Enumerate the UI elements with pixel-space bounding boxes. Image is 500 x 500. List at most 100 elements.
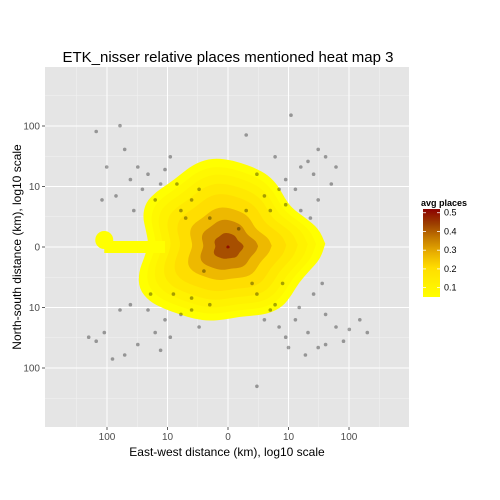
place-point bbox=[208, 216, 212, 220]
place-point bbox=[277, 187, 281, 192]
place-point bbox=[277, 325, 281, 329]
place-point bbox=[179, 312, 183, 317]
place-point bbox=[297, 305, 302, 310]
y-tick-label: 100 bbox=[23, 122, 40, 133]
legend-label: 0.5 bbox=[444, 208, 457, 218]
y-tick-label: 10 bbox=[29, 182, 41, 193]
place-point bbox=[132, 208, 136, 213]
place-point bbox=[250, 281, 254, 286]
x-axis-title: East-west distance (km), log10 scale bbox=[129, 445, 325, 459]
place-point bbox=[255, 292, 259, 296]
place-point bbox=[286, 345, 291, 350]
place-point bbox=[289, 113, 293, 117]
place-point bbox=[136, 342, 140, 347]
x-tick-label: 10 bbox=[283, 432, 295, 443]
place-point bbox=[316, 345, 321, 350]
place-point bbox=[299, 208, 303, 213]
place-point bbox=[104, 165, 109, 169]
place-point bbox=[347, 327, 352, 332]
place-point bbox=[208, 302, 212, 307]
place-point bbox=[334, 165, 338, 169]
x-tick-labels: 100 10 0 10 100 bbox=[99, 432, 358, 443]
place-point bbox=[299, 165, 303, 169]
place-point bbox=[86, 335, 91, 340]
place-point bbox=[268, 308, 273, 312]
place-point bbox=[146, 308, 150, 312]
place-point bbox=[110, 357, 115, 361]
place-point bbox=[280, 281, 285, 286]
legend-color-bar bbox=[423, 209, 440, 297]
legend-label: 0.3 bbox=[444, 245, 457, 255]
density-lobe bbox=[95, 231, 114, 249]
place-point bbox=[163, 167, 167, 172]
y-tick-label: 0 bbox=[34, 243, 40, 254]
place-point bbox=[189, 308, 194, 312]
place-point bbox=[244, 208, 248, 213]
place-point bbox=[316, 147, 321, 152]
x-tick-label: 0 bbox=[225, 432, 231, 443]
place-point bbox=[316, 198, 321, 202]
y-tick-label: 10 bbox=[29, 303, 41, 314]
y-tick-marks bbox=[42, 125, 45, 369]
place-point bbox=[168, 335, 173, 340]
place-point bbox=[197, 187, 201, 192]
place-point bbox=[320, 281, 325, 286]
place-point bbox=[122, 353, 127, 357]
legend-label: 0.2 bbox=[444, 264, 457, 274]
place-point bbox=[273, 302, 277, 307]
place-point bbox=[293, 318, 298, 322]
density-band bbox=[226, 245, 230, 249]
place-point bbox=[283, 177, 288, 182]
place-point bbox=[255, 172, 259, 176]
place-point bbox=[100, 198, 104, 202]
x-tick-label: 10 bbox=[162, 432, 174, 443]
place-point bbox=[341, 339, 346, 344]
place-point bbox=[183, 216, 188, 220]
y-tick-label: 100 bbox=[23, 364, 40, 375]
legend-label: 0.4 bbox=[444, 227, 457, 237]
place-point bbox=[94, 339, 98, 344]
place-point bbox=[293, 187, 298, 192]
place-point bbox=[175, 182, 179, 186]
place-point bbox=[146, 172, 150, 176]
place-point bbox=[311, 172, 316, 176]
place-point bbox=[128, 302, 133, 307]
place-point bbox=[148, 292, 153, 296]
place-point bbox=[323, 155, 328, 159]
place-point bbox=[140, 187, 145, 192]
place-point bbox=[118, 308, 122, 312]
place-point bbox=[202, 269, 206, 273]
place-point bbox=[306, 159, 310, 164]
place-point bbox=[179, 208, 183, 213]
place-point bbox=[268, 208, 273, 213]
place-points bbox=[86, 113, 370, 389]
legend-tick-marks bbox=[423, 212, 440, 289]
place-point bbox=[136, 165, 140, 169]
place-point bbox=[114, 194, 118, 198]
y-axis-title: North-south distance (km), log10 scale bbox=[10, 144, 24, 350]
place-point bbox=[197, 325, 201, 329]
place-point bbox=[273, 155, 277, 159]
place-point bbox=[329, 182, 334, 186]
x-tick-label: 100 bbox=[341, 432, 358, 443]
place-point bbox=[94, 129, 98, 134]
y-tick-labels: 100 10 0 10 100 bbox=[23, 122, 40, 375]
place-point bbox=[303, 353, 308, 357]
place-point bbox=[283, 202, 288, 207]
place-point bbox=[323, 312, 328, 317]
place-point bbox=[358, 318, 362, 322]
place-point bbox=[283, 335, 288, 340]
place-point bbox=[158, 182, 163, 186]
legend-title: avg places bbox=[421, 198, 467, 208]
place-point bbox=[158, 348, 163, 353]
legend-label: 0.1 bbox=[444, 283, 457, 293]
chart-title: ETK_nisser relative places mentioned hea… bbox=[62, 49, 393, 66]
x-tick-label: 100 bbox=[99, 432, 116, 443]
legend: avg places 0.5 0.4 0.3 0.2 0.1 bbox=[421, 198, 467, 297]
place-point bbox=[262, 318, 267, 322]
place-point bbox=[168, 155, 173, 159]
place-point bbox=[102, 330, 107, 335]
place-point bbox=[171, 292, 176, 296]
density-contours bbox=[95, 158, 326, 321]
